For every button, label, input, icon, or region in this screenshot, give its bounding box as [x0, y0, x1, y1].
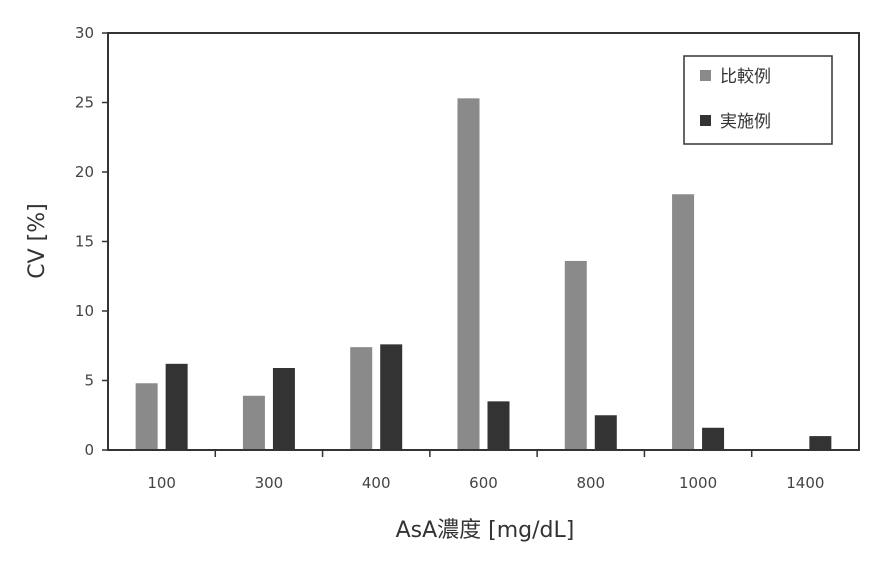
y-tick-label: 5 — [84, 372, 94, 390]
x-tick-label: 400 — [362, 474, 391, 492]
legend-label-series-1: 比較例 — [720, 67, 771, 87]
x-tick-label: 800 — [576, 474, 605, 492]
bar-series-1-100 — [135, 383, 158, 450]
x-tick-label: 1400 — [786, 474, 824, 492]
bar-series-1-600 — [457, 98, 480, 450]
bar-series-2-800 — [594, 415, 617, 450]
legend-swatch-series-1 — [700, 70, 711, 81]
bar-series-2-1400 — [809, 436, 832, 450]
x-tick-label: 1000 — [679, 474, 717, 492]
y-axis-ticks: 0 5 10 15 20 25 30 — [75, 24, 108, 459]
bar-series-2-100 — [165, 363, 188, 450]
y-tick-label: 0 — [84, 441, 94, 459]
bar-series-2-600 — [487, 401, 510, 450]
bar-series-1-800 — [564, 260, 587, 450]
x-axis-title: AsA濃度 [mg/dL] — [396, 518, 575, 543]
y-tick-label: 20 — [75, 163, 94, 181]
x-tick-label: 100 — [147, 474, 176, 492]
x-tick-label: 300 — [255, 474, 284, 492]
y-tick-label: 10 — [75, 302, 94, 320]
y-tick-label: 30 — [75, 24, 94, 42]
x-axis-ticks: 100 300 400 600 800 1000 1400 — [147, 450, 824, 492]
bars — [135, 98, 832, 450]
y-axis-title: CV [%] — [25, 203, 50, 278]
plot-frame — [107, 32, 860, 451]
bar-series-2-400 — [380, 344, 403, 450]
y-tick-label: 15 — [75, 233, 94, 251]
bar-series-1-400 — [350, 347, 373, 450]
legend-swatch-series-2 — [700, 115, 711, 126]
y-tick-label: 25 — [75, 94, 94, 112]
legend-label-series-2: 実施例 — [720, 112, 771, 132]
legend: 比較例 実施例 — [683, 55, 833, 145]
x-tick-label: 600 — [469, 474, 498, 492]
bar-series-2-300 — [272, 367, 295, 450]
bar-series-1-1000 — [672, 194, 695, 450]
bar-series-2-1000 — [702, 427, 725, 450]
bar-series-1-300 — [242, 395, 265, 450]
